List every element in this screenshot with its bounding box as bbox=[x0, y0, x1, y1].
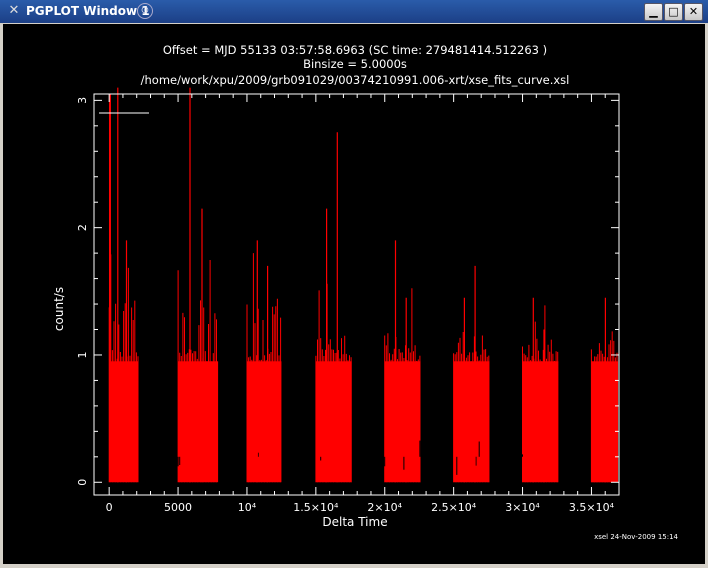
x-axis-label: Delta Time bbox=[322, 515, 387, 529]
plot-canvas: Offset = MJD 55133 03:57:58.6963 (SC tim… bbox=[3, 24, 705, 564]
plot-svg: Offset = MJD 55133 03:57:58.6963 (SC tim… bbox=[52, 43, 679, 541]
light-curve-segment bbox=[177, 87, 219, 483]
x-tick-label: 0 bbox=[106, 501, 113, 514]
x-tick-label: 3×10⁴ bbox=[505, 501, 540, 514]
light-curve-segment bbox=[453, 265, 490, 483]
y-axis-label: count/s bbox=[52, 287, 66, 331]
plot-footer: xsel 24-Nov-2009 15:14 bbox=[594, 533, 678, 541]
x-tick-label: 3.5×10⁴ bbox=[569, 501, 615, 514]
light-curve-segment bbox=[315, 132, 352, 483]
y-tick-label: 2 bbox=[76, 224, 89, 231]
axes-layer: 0 5000 10⁴ 1.5×10⁴ 2×10⁴ 2.5×10⁴ 3×10⁴ 3.5×10⁴ 0… bbox=[76, 93, 620, 514]
close-icon: ✕ bbox=[688, 5, 699, 18]
x-icon[interactable]: ✕ bbox=[8, 3, 20, 18]
maximize-icon: □ bbox=[668, 5, 679, 18]
y-tick-label: 3 bbox=[76, 97, 89, 104]
axes-frame bbox=[93, 93, 620, 496]
light-curve-segment bbox=[384, 240, 421, 483]
minimize-button[interactable]: ▁ bbox=[644, 3, 663, 21]
y-tick-label: 0 bbox=[76, 479, 89, 486]
x-tick-label: 10⁴ bbox=[238, 501, 257, 514]
window-title: PGPLOT Window 1 bbox=[26, 4, 150, 18]
pin-icon[interactable]: ⊙ bbox=[137, 3, 153, 19]
x-tick-label: 2×10⁴ bbox=[367, 501, 402, 514]
x-tick-label: 5000 bbox=[164, 501, 192, 514]
plot-header-line3: /home/work/xpu/2009/grb091029/0037421099… bbox=[141, 73, 570, 87]
light-curve-segment bbox=[590, 297, 618, 483]
plot-header-line2: Binsize = 5.0000s bbox=[303, 57, 407, 71]
minimize-icon: ▁ bbox=[649, 5, 658, 18]
maximize-button[interactable]: □ bbox=[664, 3, 683, 21]
x-tick-label: 1.5×10⁴ bbox=[293, 501, 339, 514]
x-tick-label: 2.5×10⁴ bbox=[431, 501, 477, 514]
y-tick-label: 1 bbox=[76, 351, 89, 358]
light-curve-segment bbox=[246, 240, 282, 483]
data-layer bbox=[108, 87, 618, 483]
plot-header-line1: Offset = MJD 55133 03:57:58.6963 (SC tim… bbox=[163, 43, 547, 57]
light-curve-segment bbox=[108, 87, 139, 483]
close-button[interactable]: ✕ bbox=[684, 3, 703, 21]
title-bar[interactable]: ✕ PGPLOT Window 1 ⊙ ▁ □ ✕ bbox=[0, 0, 708, 23]
light-curve-segment bbox=[522, 297, 559, 483]
